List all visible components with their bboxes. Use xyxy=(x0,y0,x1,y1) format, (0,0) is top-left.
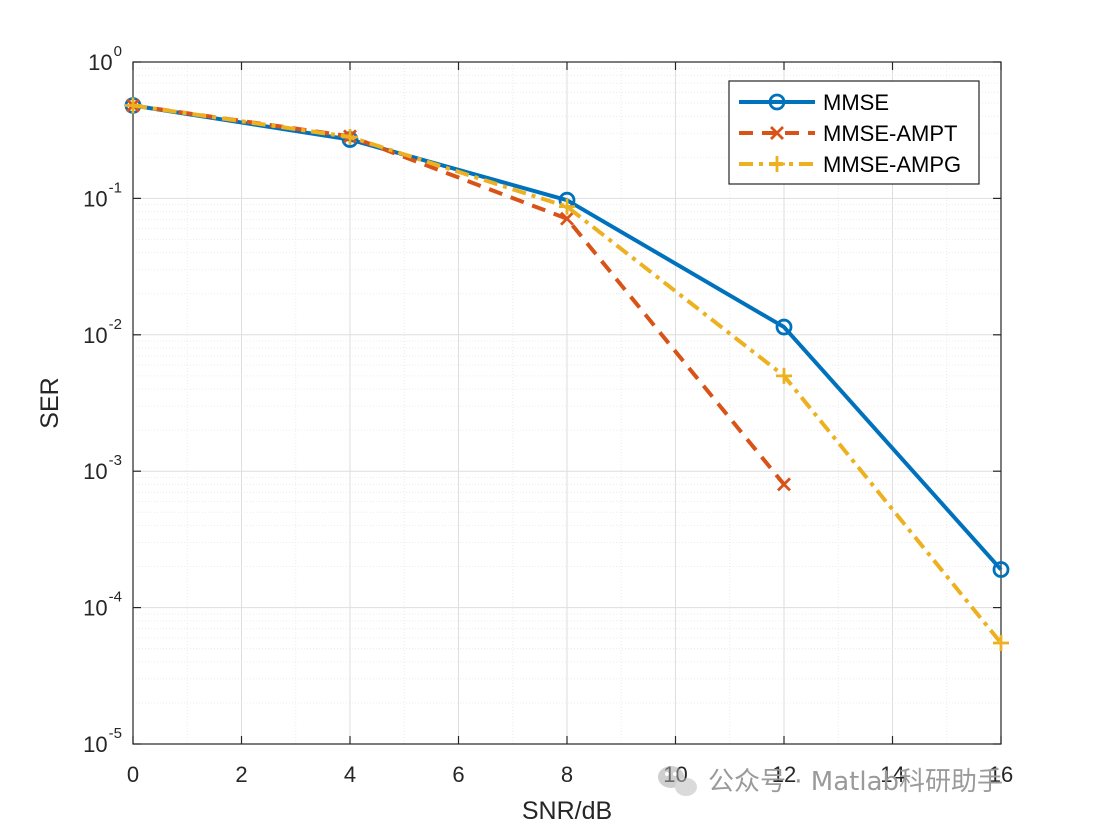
watermark-text: 公众号 · Matlab科研助手 xyxy=(708,767,1003,797)
legend-label: MMSE xyxy=(823,90,889,115)
data-point-mmse-ampt xyxy=(560,211,574,226)
legend-label: MMSE-AMPG xyxy=(823,152,961,177)
watermark: 公众号 · Matlab科研助手 xyxy=(658,766,1003,797)
y-tick-label: -210 xyxy=(83,316,122,348)
data-point-mmse-ampt xyxy=(777,477,791,492)
x-tick-label: 16 xyxy=(989,762,1013,787)
x-tick-label: 14 xyxy=(880,762,904,787)
y-axis-label: SER xyxy=(36,377,64,428)
y-tick-exponent: -5 xyxy=(109,725,122,742)
x-tick-label: 2 xyxy=(235,762,247,787)
legend-marker xyxy=(769,156,785,172)
y-tick-exponent: -1 xyxy=(109,179,122,196)
y-tick-label: -510 xyxy=(83,725,122,757)
series-line-mmse-ampt xyxy=(132,103,786,486)
y-tick-base: 10 xyxy=(83,732,107,757)
y-tick-label: 010 xyxy=(88,43,122,75)
data-point-mmse-ampg xyxy=(993,635,1009,652)
series-layer xyxy=(124,97,1010,652)
data-point-mmse-ampg xyxy=(559,198,575,215)
y-tick-label: -310 xyxy=(83,452,122,484)
y-tick-base: 10 xyxy=(83,323,107,348)
y-tick-label: -410 xyxy=(83,589,122,621)
data-point-mmse-ampg xyxy=(342,128,358,145)
y-tick-base: 10 xyxy=(88,50,112,75)
y-tick-label: -110 xyxy=(83,179,122,211)
x-tick-label: 8 xyxy=(561,762,573,787)
y-tick-base: 10 xyxy=(83,596,107,621)
data-point-mmse xyxy=(775,318,793,336)
y-tick-base: 10 xyxy=(83,459,107,484)
data-point-mmse-ampg xyxy=(125,97,141,114)
x-tick-label: 4 xyxy=(344,762,356,787)
y-tick-exponent: -2 xyxy=(109,316,122,333)
x-tick-label: 6 xyxy=(452,762,464,787)
x-axis-label: SNR/dB xyxy=(522,797,612,825)
x-tick-label: 12 xyxy=(772,762,796,787)
y-tick-exponent: -4 xyxy=(109,589,122,606)
legend-marker xyxy=(768,93,786,111)
legend-label: MMSE-AMPT xyxy=(823,121,957,146)
y-tick-exponent: 0 xyxy=(114,43,122,60)
wechat-icon xyxy=(658,766,697,796)
y-tick-exponent: -3 xyxy=(109,452,122,469)
x-tick-label: 0 xyxy=(127,762,139,787)
data-point-mmse xyxy=(992,561,1010,578)
legend: MMSE MMSE-AMPT MMSE-AMPG xyxy=(728,80,980,185)
legend-marker xyxy=(770,126,784,140)
y-tick-base: 10 xyxy=(83,186,107,211)
data-point-mmse-ampg xyxy=(776,367,792,384)
